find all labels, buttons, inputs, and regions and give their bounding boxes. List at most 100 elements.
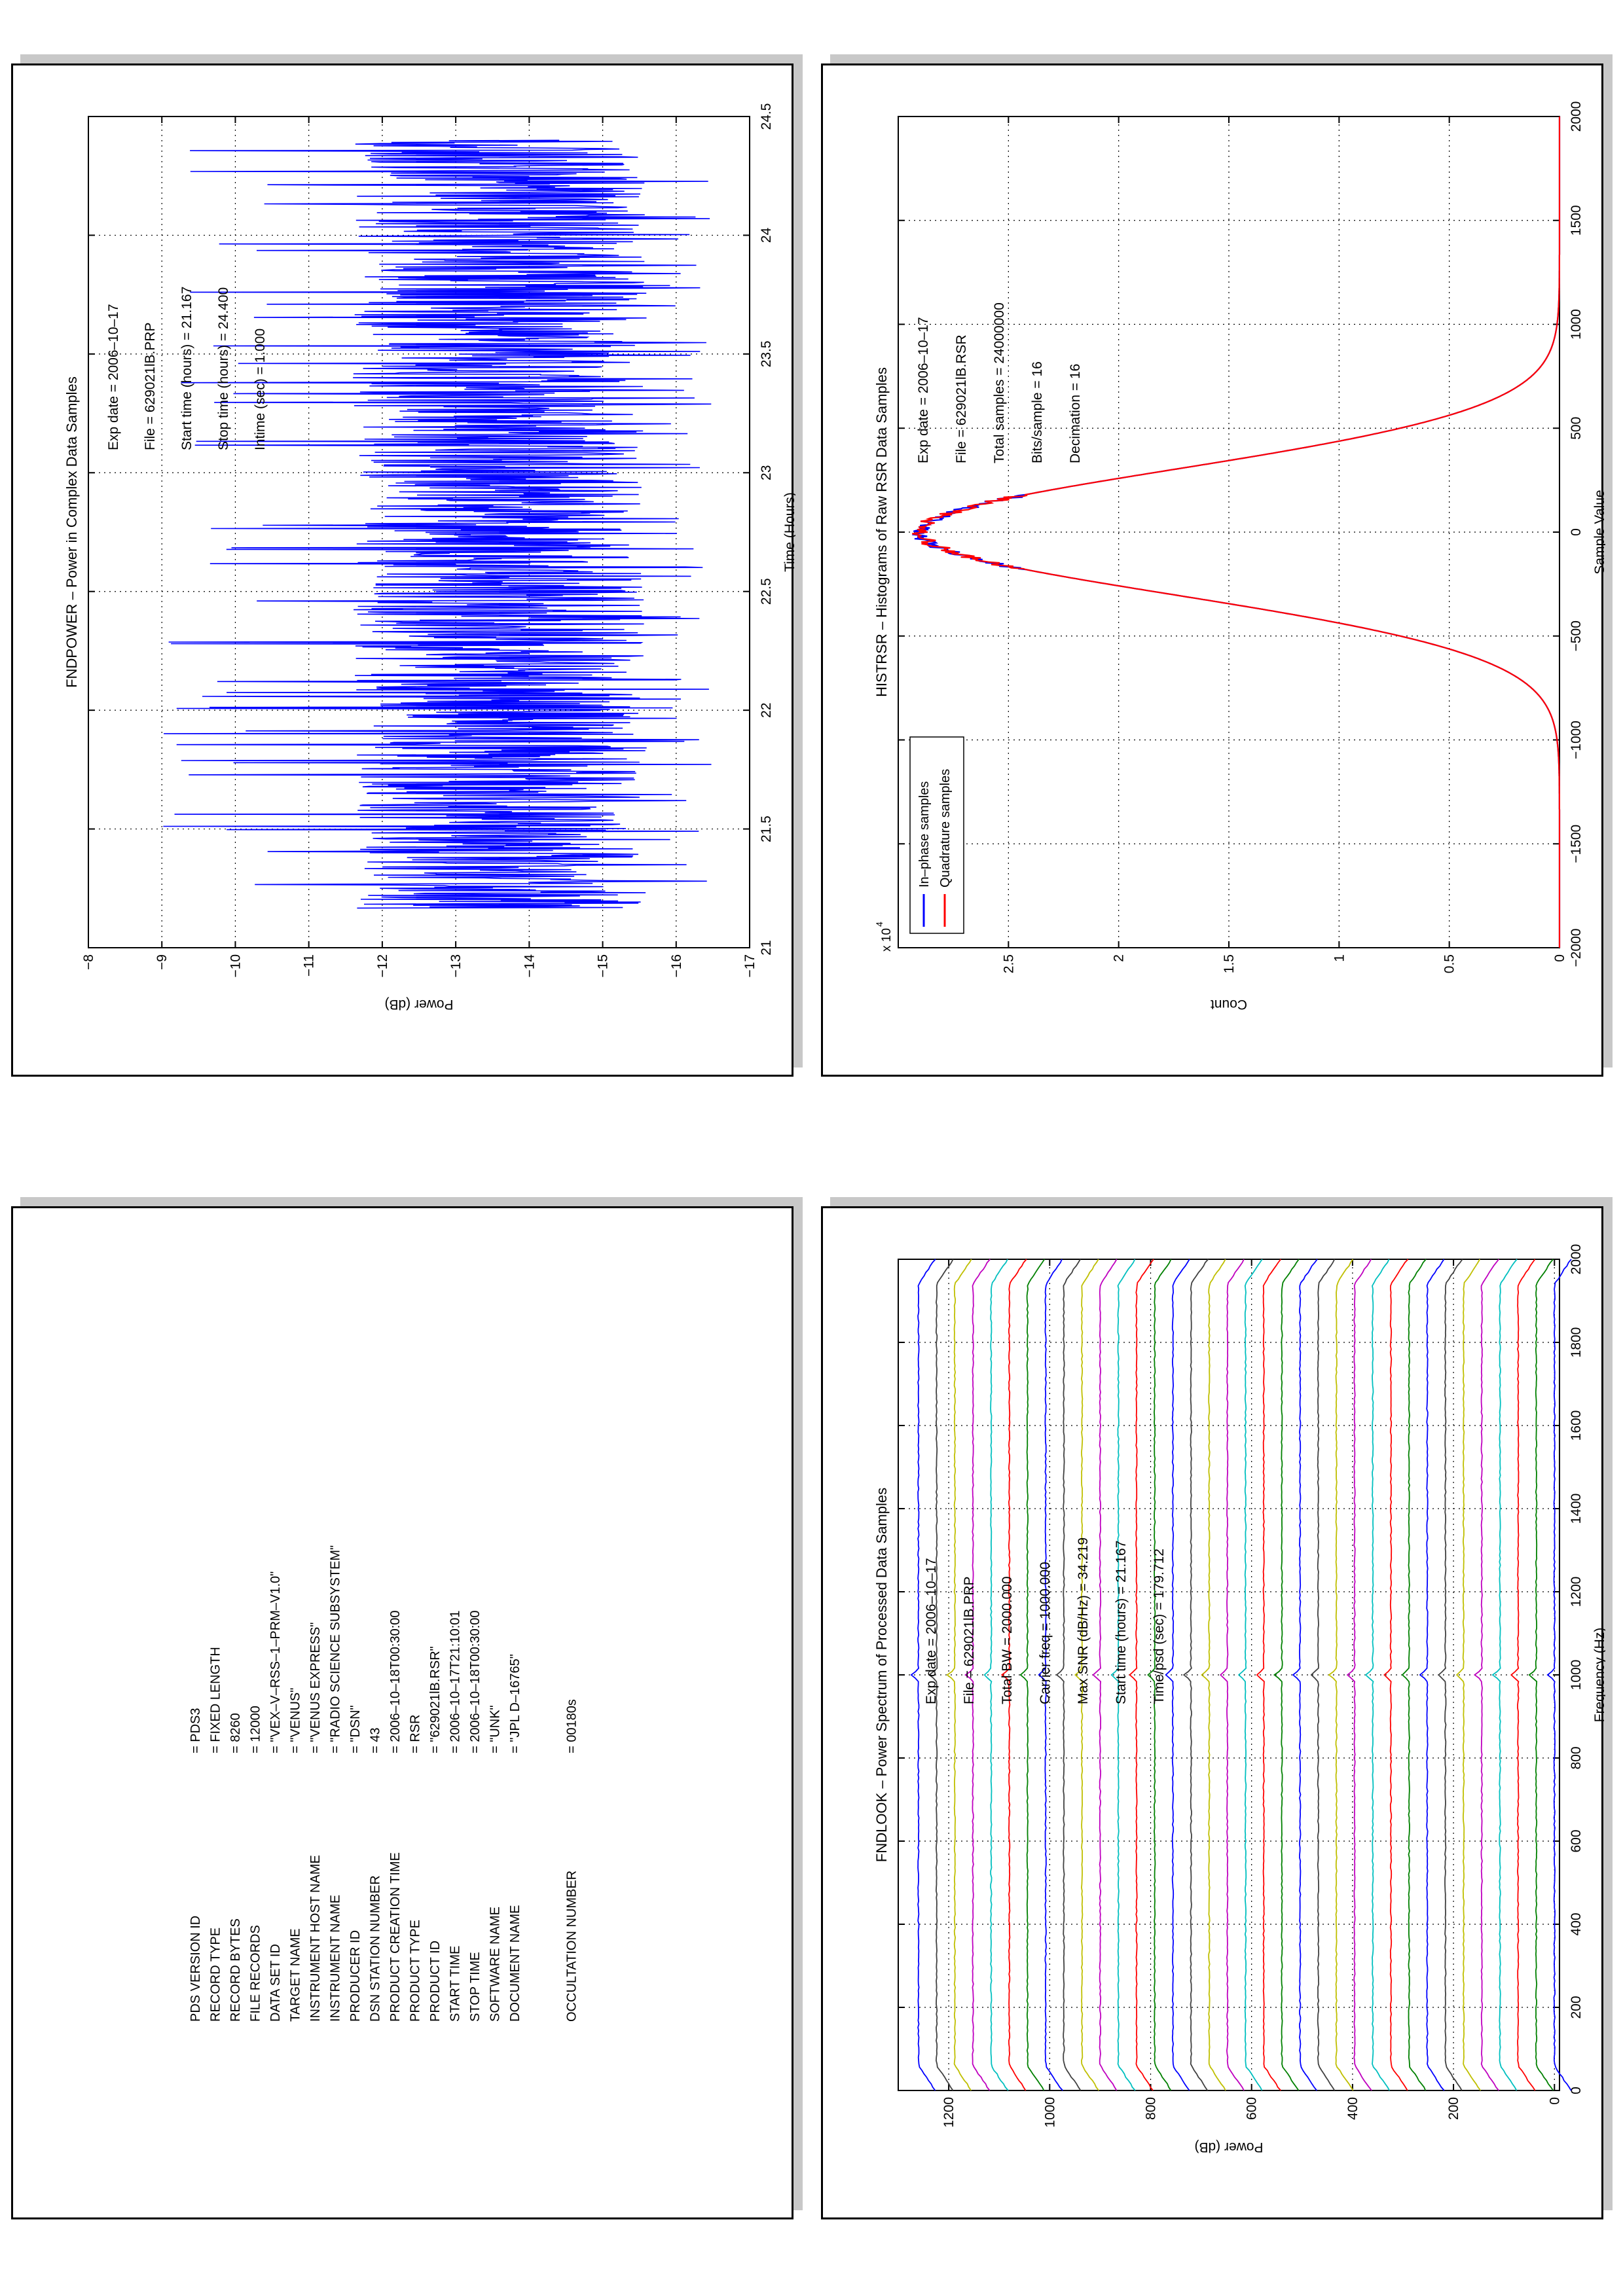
histogram-chart: −2000 −1500 −1000 −500 0 500 1000 1500 2000 0 0.5 1… — [873, 101, 1605, 1012]
x-tick-label: 22.5 — [759, 578, 774, 605]
y-multiplier: x 10 — [880, 928, 894, 952]
occultation-key: OCCULTATION NUMBER — [565, 1871, 579, 2022]
annotation-text: Exp date = 2006–10–17 — [924, 1558, 939, 1704]
x-tick-label: 23.5 — [759, 340, 774, 367]
y-axis-label: Power (dB) — [1194, 2140, 1263, 2155]
occultation-value: = 00180s — [565, 1699, 579, 1753]
x-tick-label: 2000 — [1569, 1244, 1584, 1275]
annotation-text: File = 629021lB.RSR — [954, 334, 969, 463]
spectrum-trace — [1328, 1259, 1354, 2091]
spectrum-trace — [1219, 1259, 1245, 2091]
label-value: = "UNK" — [488, 1705, 503, 1753]
spectrum-trace — [1129, 1259, 1154, 2091]
y-tick-label: −15 — [596, 954, 611, 978]
x-tick-label: 2000 — [1569, 101, 1584, 132]
spectrum-trace — [1147, 1259, 1172, 2091]
annotation-text: Total BW = 2000.000 — [1000, 1576, 1015, 1704]
annotation-text: Decimation = 16 — [1068, 364, 1083, 463]
y-tick-label: −17 — [742, 954, 757, 978]
x-tick-label: 500 — [1569, 417, 1584, 440]
spectrum-trace — [1201, 1259, 1226, 2091]
spectrum-trace — [1473, 1259, 1500, 2091]
label-value: = FIXED LENGTH — [209, 1647, 223, 1753]
histogram-rotated-frame: −2000 −1500 −1000 −500 0 500 1000 1500 2000 0 0.5 1… — [823, 65, 1605, 1079]
spectrum-trace — [1074, 1259, 1100, 2091]
label-table: PDS VERSION ID = PDS3 RECORD TYPE = FIXED L… — [189, 1545, 579, 2022]
label-key: STOP TIME — [468, 1952, 483, 2022]
y-tick-label: 2 — [1112, 954, 1127, 962]
annotation-text: Time/psd (sec) = 179.712 — [1152, 1549, 1167, 1704]
x-tick-label: 0 — [1569, 2087, 1584, 2094]
x-tick-label: 1600 — [1569, 1410, 1584, 1441]
y-tick-label: −9 — [155, 954, 170, 970]
label-key: START TIME — [448, 1946, 463, 2022]
spectrum-trace — [1528, 1259, 1554, 2091]
y-multiplier-exponent: 4 — [874, 922, 884, 927]
label-value: = "DSN" — [348, 1705, 363, 1753]
chart-title: HISTRSR – Histograms of Raw RSR Data Sam… — [873, 367, 890, 697]
y-tick-label: 200 — [1446, 2097, 1461, 2120]
chart-title: FNDLOOK – Power Spectrum of Processed Da… — [873, 1488, 890, 1862]
spectrum-chart: 0 200 400 600 800 1000 1200 1400 1600 1800 2000 0 20… — [873, 1244, 1605, 2155]
histogram-series-line — [911, 117, 1561, 948]
y-tick-label: 1.5 — [1222, 954, 1237, 973]
power-series-line — [163, 139, 712, 909]
spectrum-trace — [1273, 1259, 1300, 2091]
spectrum-trace — [1165, 1259, 1190, 2091]
label-key: PDS VERSION ID — [189, 1916, 203, 2022]
label-key: RECORD TYPE — [209, 1928, 223, 2022]
y-tick-label: 2.5 — [1001, 954, 1016, 973]
spectrum-trace — [1292, 1259, 1318, 2091]
plot-frame — [898, 116, 1560, 948]
label-key: RECORD BYTES — [228, 1918, 243, 2022]
spectrum-rotated-frame: 0 200 400 600 800 1000 1200 1400 1600 1800 2000 0 20… — [823, 1208, 1605, 2221]
annotation-text: Intime (sec) = 1.000 — [253, 329, 268, 450]
spectrum-trace — [1455, 1259, 1482, 2091]
x-tick-label: 1400 — [1569, 1494, 1584, 1524]
x-tick-label: 1200 — [1569, 1577, 1584, 1607]
plot-frame — [88, 116, 750, 948]
annotation-text: Exp date = 2006–10–17 — [106, 304, 121, 450]
y-tick-label: −13 — [448, 954, 464, 978]
x-tick-label: 22 — [759, 702, 774, 717]
spectrum-trace — [1419, 1259, 1445, 2091]
label-value: = "RADIO SCIENCE SUBSYSTEM" — [329, 1545, 343, 1753]
label-key: PRODUCT ID — [428, 1941, 443, 2022]
label-value: = PDS3 — [189, 1708, 203, 1753]
label-value: = 43 — [369, 1728, 383, 1753]
annotation-text: File = 629021lB.PRP — [962, 1576, 977, 1704]
spectrum-trace — [1546, 1259, 1572, 2091]
x-tick-label: 21.5 — [759, 816, 774, 842]
label-value: = "629021lB.RSR" — [428, 1646, 443, 1753]
label-value: = 2006–10–18T00:30:00 — [388, 1610, 403, 1753]
x-tick-label: −1000 — [1569, 721, 1584, 759]
y-axis-label: Count — [1211, 997, 1247, 1012]
x-axis-label: Time (Hours) — [782, 492, 795, 572]
legend-box — [909, 736, 964, 934]
spectrum-trace — [1383, 1259, 1409, 2091]
label-value: = "VENUS EXPRESS" — [308, 1623, 323, 1753]
spectrum-trace — [1038, 1259, 1063, 2091]
label-key: DOCUMENT NAME — [508, 1905, 522, 2022]
x-tick-label: 24 — [759, 227, 774, 243]
label-key: INSTRUMENT HOST NAME — [308, 1855, 323, 2022]
x-tick-label: −500 — [1569, 620, 1584, 651]
spectrum-trace — [1510, 1259, 1536, 2091]
y-tick-label: −16 — [669, 954, 684, 978]
power-rotated-frame: 21 21.5 22 22.5 23 23.5 24 24.5 −17 −16 −15 −14 −13 −… — [13, 65, 795, 1079]
y-tick-label: −10 — [228, 954, 243, 978]
annotation-text: Start time (hours) = 21.167 — [179, 287, 194, 450]
spectrum-trace — [910, 1259, 936, 2091]
spectrum-trace — [1055, 1259, 1082, 2091]
label-value: = "VEX–V–RSS–1–PRM–V1.0" — [268, 1571, 283, 1753]
spectrum-trace — [964, 1259, 991, 2091]
power-chart: 21 21.5 22 22.5 23 23.5 24 24.5 −17 −16 −15 −14 −13 −… — [64, 103, 795, 1012]
label-key: INSTRUMENT NAME — [329, 1895, 343, 2022]
spectrum-trace — [1346, 1259, 1372, 2091]
legend-label: In–phase samples — [917, 781, 932, 888]
spectrum-trace — [1000, 1259, 1027, 2091]
legend-label: Quadrature samples — [938, 769, 953, 888]
label-rotated-frame: PDS VERSION ID = PDS3 RECORD TYPE = FIXED L… — [13, 1208, 795, 2221]
x-tick-label: 23 — [759, 465, 774, 480]
spectrum-trace — [1092, 1259, 1118, 2091]
